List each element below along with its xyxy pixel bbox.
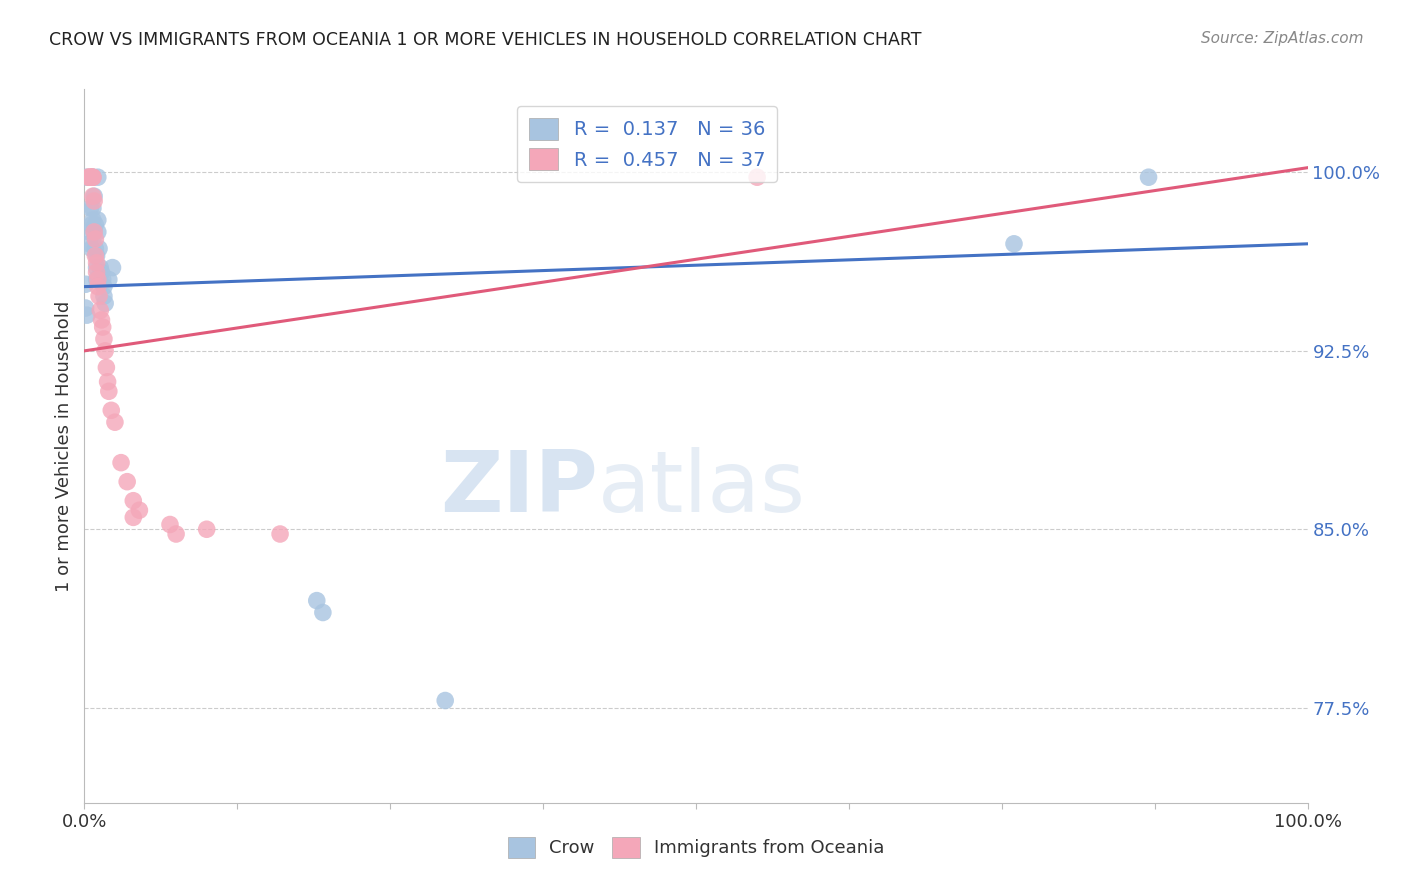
Point bbox=[80, 170, 103, 185]
Text: atlas: atlas bbox=[598, 447, 806, 531]
Point bbox=[87, 170, 110, 185]
Point bbox=[82, 170, 104, 185]
Point bbox=[87, 242, 110, 256]
Point bbox=[80, 242, 103, 256]
Point bbox=[1137, 170, 1160, 185]
Point bbox=[165, 527, 187, 541]
Point bbox=[434, 693, 457, 707]
Point bbox=[96, 360, 118, 375]
Point bbox=[269, 527, 291, 541]
Point bbox=[90, 313, 112, 327]
Text: CROW VS IMMIGRANTS FROM OCEANIA 1 OR MORE VEHICLES IN HOUSEHOLD CORRELATION CHAR: CROW VS IMMIGRANTS FROM OCEANIA 1 OR MOR… bbox=[49, 31, 922, 49]
Point bbox=[89, 303, 111, 318]
Point bbox=[83, 225, 105, 239]
Point bbox=[82, 213, 104, 227]
Point bbox=[100, 403, 122, 417]
Point bbox=[80, 170, 103, 185]
Point bbox=[159, 517, 181, 532]
Point bbox=[87, 213, 110, 227]
Point bbox=[104, 415, 127, 429]
Point bbox=[86, 256, 108, 270]
Point bbox=[76, 308, 98, 322]
Legend: Crow, Immigrants from Oceania: Crow, Immigrants from Oceania bbox=[501, 830, 891, 865]
Point bbox=[89, 260, 111, 275]
Point bbox=[93, 289, 115, 303]
Point bbox=[86, 265, 108, 279]
Point bbox=[312, 606, 335, 620]
Point bbox=[94, 296, 117, 310]
Point bbox=[76, 170, 98, 185]
Point bbox=[128, 503, 150, 517]
Text: Source: ZipAtlas.com: Source: ZipAtlas.com bbox=[1201, 31, 1364, 46]
Point bbox=[82, 170, 104, 185]
Point bbox=[122, 493, 145, 508]
Point bbox=[83, 225, 105, 239]
Point bbox=[747, 170, 769, 185]
Point bbox=[97, 272, 120, 286]
Point bbox=[122, 510, 145, 524]
Point bbox=[84, 218, 107, 232]
Point bbox=[97, 375, 120, 389]
Point bbox=[94, 343, 117, 358]
Point bbox=[195, 522, 218, 536]
Point bbox=[79, 170, 101, 185]
Point bbox=[83, 189, 105, 203]
Point bbox=[79, 201, 101, 215]
Point bbox=[84, 242, 107, 256]
Point bbox=[84, 249, 107, 263]
Point bbox=[93, 332, 115, 346]
Point bbox=[87, 225, 110, 239]
Point bbox=[93, 279, 115, 293]
Point bbox=[80, 218, 103, 232]
Point bbox=[82, 189, 104, 203]
Point bbox=[77, 225, 100, 239]
Text: ZIP: ZIP bbox=[440, 447, 598, 531]
Point bbox=[91, 272, 114, 286]
Point bbox=[77, 170, 100, 185]
Point bbox=[83, 194, 105, 208]
Point bbox=[305, 593, 328, 607]
Y-axis label: 1 or more Vehicles in Household: 1 or more Vehicles in Household bbox=[55, 301, 73, 591]
Point bbox=[75, 301, 97, 315]
Point bbox=[115, 475, 138, 489]
Point bbox=[86, 272, 108, 286]
Point bbox=[87, 272, 110, 286]
Point bbox=[82, 170, 104, 185]
Point bbox=[87, 289, 110, 303]
Point bbox=[75, 277, 97, 292]
Point bbox=[97, 384, 120, 399]
Point bbox=[82, 201, 104, 215]
Point bbox=[87, 279, 110, 293]
Point bbox=[77, 170, 100, 185]
Point bbox=[84, 232, 107, 246]
Point bbox=[77, 236, 100, 251]
Point bbox=[86, 249, 108, 263]
Point bbox=[1002, 236, 1025, 251]
Point bbox=[86, 260, 108, 275]
Point bbox=[110, 456, 132, 470]
Point bbox=[91, 320, 114, 334]
Point bbox=[90, 265, 112, 279]
Point bbox=[101, 260, 124, 275]
